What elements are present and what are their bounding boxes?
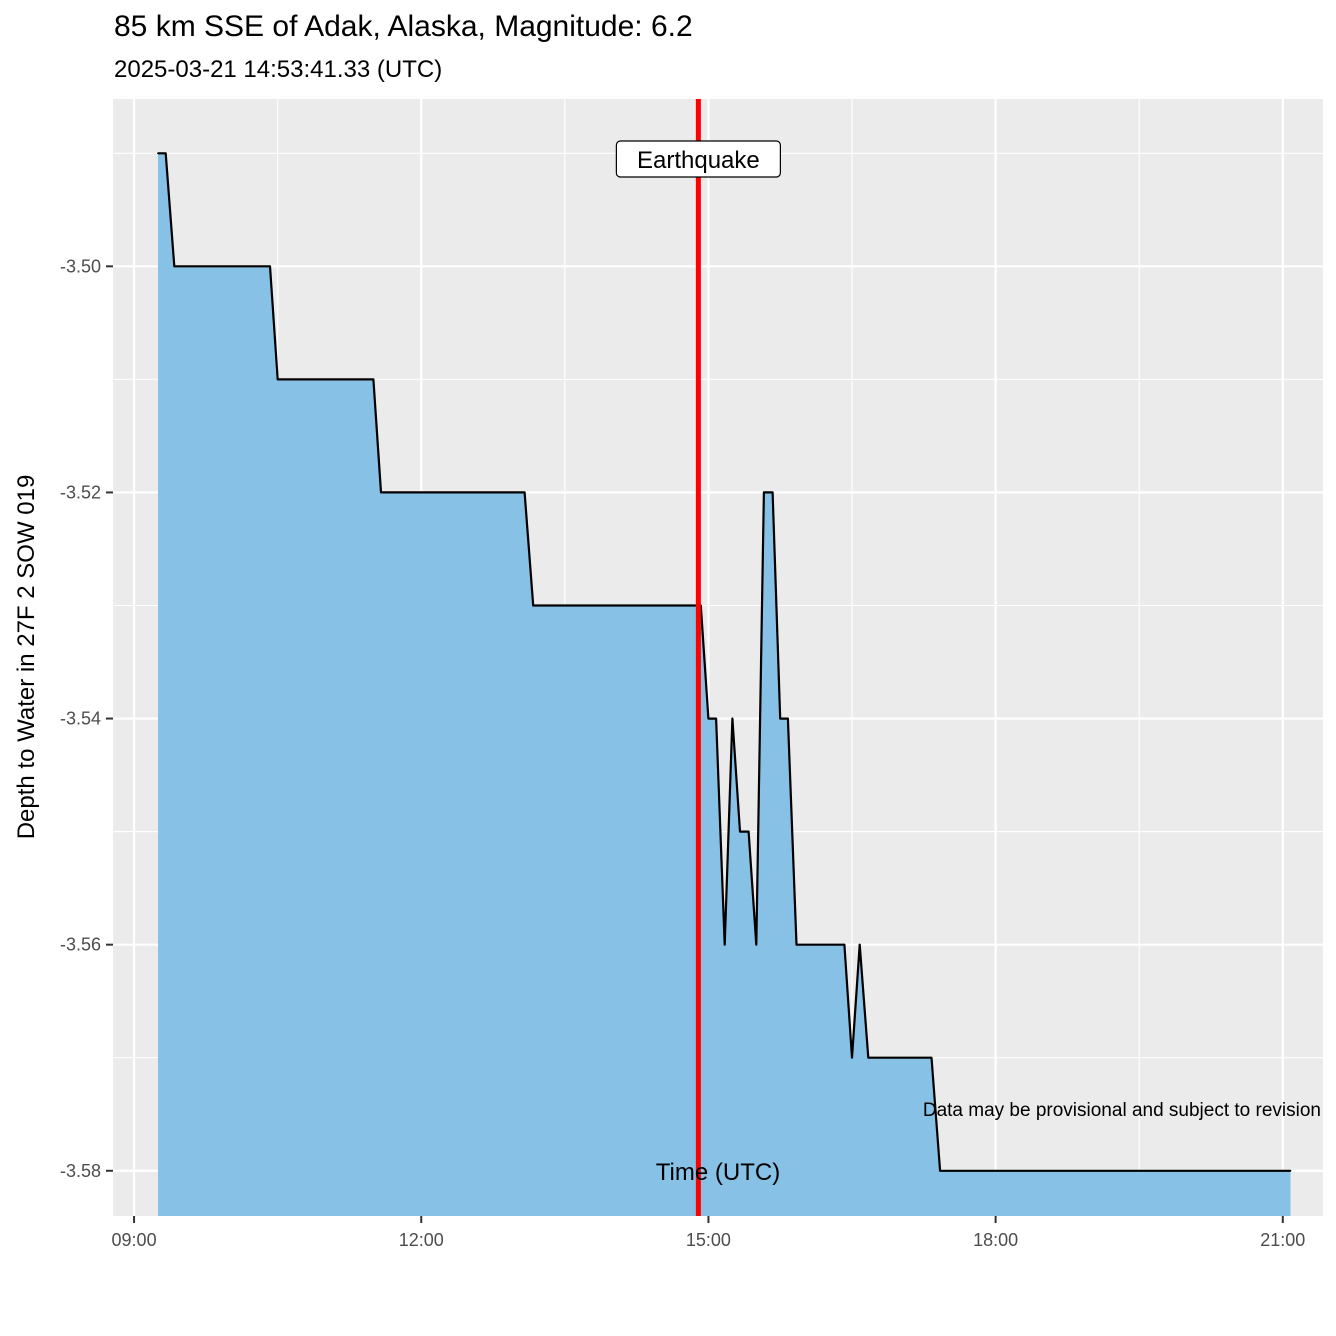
- earthquake-label-box: [615, 140, 781, 178]
- data-point: [715, 717, 717, 720]
- x-tick-label: 09:00: [112, 1230, 157, 1250]
- data-point: [851, 1056, 853, 1059]
- x-axis-title: Time (UTC): [656, 1159, 780, 1186]
- x-tick-label: 21:00: [1260, 1230, 1305, 1250]
- earthquake-label: Earthquake: [615, 140, 781, 178]
- x-tick-label: 18:00: [973, 1230, 1018, 1250]
- data-point: [779, 717, 782, 720]
- data-point: [731, 717, 734, 720]
- data-point: [691, 604, 694, 607]
- x-tick-label: 12:00: [399, 1230, 444, 1250]
- y-tick-label: -3.54: [60, 709, 101, 729]
- data-point: [173, 265, 176, 268]
- data-point: [707, 717, 710, 720]
- data-point: [843, 943, 846, 946]
- data-point: [164, 152, 167, 155]
- data-point: [867, 1056, 870, 1059]
- data-point: [723, 943, 726, 946]
- x-tick-label: 15:00: [686, 1230, 731, 1250]
- data-point: [795, 943, 798, 946]
- data-point: [380, 491, 382, 494]
- data-point: [372, 378, 375, 381]
- data-point: [930, 1056, 933, 1059]
- y-tick-label: -3.58: [60, 1161, 101, 1181]
- earthquake-label-text: Earthquake: [637, 147, 760, 174]
- water-depth-area: [158, 153, 1291, 1216]
- data-point: [157, 152, 159, 155]
- data-point: [771, 491, 774, 494]
- data-point: [1289, 1169, 1292, 1172]
- data-point: [786, 717, 789, 720]
- data-point: [739, 830, 741, 833]
- data-point: [747, 830, 750, 833]
- data-points: [157, 152, 1292, 1172]
- data-point: [755, 943, 758, 946]
- y-tick-label: -3.56: [60, 935, 101, 955]
- water-depth-line: [158, 152, 1291, 1172]
- y-tick-label: -3.50: [60, 256, 101, 276]
- data-point: [276, 378, 279, 381]
- data-point: [532, 604, 535, 607]
- chart-title: 85 km SSE of Adak, Alaska, Magnitude: 6.…: [114, 10, 693, 43]
- axis-ticks: 09:00 12:00 15:00 18:00 21:00 -3.50 -3.52 -3.54…: [60, 256, 1305, 1250]
- data-point: [763, 491, 765, 494]
- y-axis-title: Depth to Water in 27F 2 SOW 019: [13, 475, 40, 840]
- provisional-caption: Data may be provisional and subject to r…: [922, 1100, 1321, 1121]
- data-point: [939, 1169, 941, 1172]
- chart-subtitle: 2025-03-21 14:53:41.33 (UTC): [114, 56, 443, 83]
- data-point: [858, 943, 861, 946]
- data-point: [269, 265, 271, 268]
- data-point: [523, 491, 526, 494]
- y-tick-label: -3.52: [60, 482, 101, 502]
